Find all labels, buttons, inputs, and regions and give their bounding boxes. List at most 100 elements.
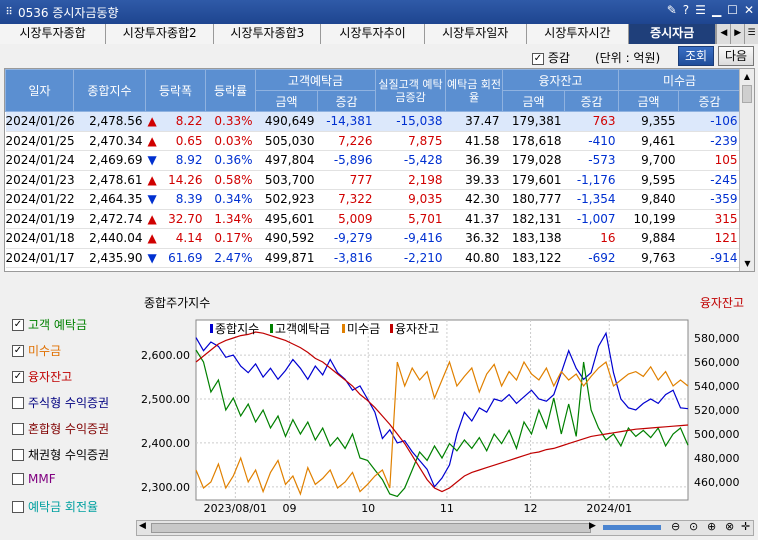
checkbox-checked-icon[interactable]: ✓: [12, 318, 24, 331]
tab-market-summary2[interactable]: 시장투자종합2: [106, 24, 215, 44]
chart-scroll-thumb[interactable]: [151, 523, 591, 533]
cell-unpaid: 9,355: [618, 111, 679, 132]
cell-loan: 183,122: [502, 248, 565, 268]
table-row[interactable]: 2024/01/23 2,478.61 ▲ 14.26 0.58% 503,700 777 2…: [5, 170, 741, 190]
series-toggle-item[interactable]: 주식형 수익증권: [12, 394, 109, 411]
help-icon[interactable]: ?: [682, 3, 690, 17]
zoom-out-icon[interactable]: ⊖: [671, 520, 681, 533]
tab-market-time[interactable]: 시장투자시간: [526, 24, 630, 44]
col-loan[interactable]: 융자잔고: [502, 69, 620, 91]
series-toggle-item[interactable]: 혼합형 수익증권: [12, 420, 109, 437]
cell-deposit-delta: 777: [317, 170, 376, 190]
cell-index: 2,469.69: [73, 150, 146, 171]
tab-list-icon[interactable]: ☰: [744, 24, 758, 44]
zoom-fit-icon[interactable]: ⊗: [725, 520, 735, 533]
checkbox-icon[interactable]: [12, 422, 24, 435]
table-row[interactable]: 2024/01/24 2,469.69 ▼ 8.92 0.36% 497,804 -5,89…: [5, 150, 741, 171]
tab-market-summary[interactable]: 시장투자종합: [0, 24, 107, 44]
minimize-icon[interactable]: ▁: [711, 3, 722, 17]
tab-market-summary3[interactable]: 시장투자종합3: [214, 24, 322, 44]
table-row[interactable]: 2024/01/25 2,470.34 ▲ 0.65 0.03% 505,030 7,226…: [5, 131, 741, 151]
crosshair-icon[interactable]: ✛: [741, 520, 751, 533]
col-real-deposit[interactable]: 실질고객 예탁금증감: [375, 69, 447, 112]
col-deposit-amount[interactable]: 금액: [255, 90, 318, 112]
col-unpaid-amount[interactable]: 금액: [618, 90, 680, 112]
scroll-up-icon[interactable]: ▲: [743, 72, 751, 81]
close-icon[interactable]: ✕: [743, 3, 754, 17]
col-rate[interactable]: 등락률: [205, 69, 256, 112]
legend-label: 고객예탁금: [275, 322, 330, 336]
col-deposit[interactable]: 고객예탁금: [254, 69, 377, 91]
series-toggle-item[interactable]: ✓ 고객 예탁금: [12, 316, 87, 333]
scroll-down-icon[interactable]: ▼: [744, 259, 751, 268]
tab-stock-funds[interactable]: 증시자금: [629, 24, 717, 44]
pin-icon[interactable]: ✎: [666, 3, 677, 17]
cell-date: 2024/01/26: [5, 111, 75, 132]
chart-title: 종합주가지수: [144, 296, 211, 310]
tab-prev-icon[interactable]: ◀: [716, 24, 731, 44]
tab-next-icon[interactable]: ▶: [730, 24, 745, 44]
cell-loan-delta: -1,354: [564, 189, 619, 210]
cell-unpaid-delta: -239: [678, 131, 741, 151]
series-toggle-item[interactable]: 채권형 수익증권: [12, 446, 109, 463]
cell-change: ▲ 0.65: [145, 131, 206, 151]
series-toggle-item[interactable]: ✓ 미수금: [12, 342, 61, 359]
grip-icon[interactable]: ⠿: [5, 6, 13, 18]
col-loan-delta[interactable]: 증감: [564, 90, 620, 112]
col-index[interactable]: 종합지수: [73, 69, 146, 112]
checkbox-checked-icon[interactable]: ✓: [12, 344, 24, 357]
col-change[interactable]: 등락폭: [145, 69, 206, 112]
table-scrollbar[interactable]: ▲ ▼: [739, 69, 754, 271]
cell-date: 2024/01/23: [5, 170, 75, 190]
cell-loan: 182,131: [502, 209, 565, 229]
zoom-in-icon[interactable]: ⊕: [707, 520, 717, 533]
query-button[interactable]: 조회: [678, 46, 714, 66]
menu-icon[interactable]: ☰: [695, 3, 706, 17]
cell-deposit: 499,871: [255, 248, 318, 268]
series-toggle-item[interactable]: 예탁금 회전율: [12, 498, 98, 515]
cell-index: 2,470.34: [73, 131, 146, 151]
x-tick-label: 12: [524, 502, 538, 515]
x-tick-label: 09: [282, 502, 296, 515]
line-chart[interactable]: 2,600.00 2,500.00 2,400.00 2,300.00 580,000 5…: [132, 312, 754, 520]
table-row[interactable]: 2024/01/26 2,478.56 ▲ 8.22 0.33% 490,649 -14,3…: [5, 111, 741, 132]
col-date[interactable]: 일자: [5, 69, 74, 112]
chart-scroll-bar[interactable]: ◀ ▶ ⊖ ⊙ ⊕ ⊗ ✛: [136, 520, 754, 536]
series-toggle-item[interactable]: MMF: [12, 472, 56, 486]
col-deposit-delta[interactable]: 증감: [316, 90, 377, 112]
cell-unpaid: 9,763: [618, 248, 679, 268]
checkbox-checked-icon[interactable]: ✓: [532, 52, 544, 65]
checkbox-checked-icon[interactable]: ✓: [12, 370, 24, 383]
cell-index: 2,435.90: [73, 248, 146, 268]
cell-rate: 0.03%: [205, 131, 256, 151]
zoom-slider[interactable]: [603, 525, 661, 530]
change-checkbox[interactable]: ✓ 증감: [532, 49, 570, 66]
chart-scroll-right-icon[interactable]: ▶: [589, 521, 596, 531]
table-row[interactable]: 2024/01/22 2,464.35 ▼ 8.39 0.34% 502,923 7,322…: [5, 189, 741, 210]
col-unpaid-delta[interactable]: 증감: [678, 90, 742, 112]
chart-scroll-left-icon[interactable]: ◀: [139, 521, 146, 531]
cell-loan: 183,138: [502, 228, 565, 249]
next-button[interactable]: 다음: [718, 46, 754, 66]
table-row[interactable]: 2024/01/19 2,472.74 ▲ 32.70 1.34% 495,601 5,00…: [5, 209, 741, 229]
col-loan-amount[interactable]: 금액: [502, 90, 566, 112]
scroll-thumb[interactable]: [742, 85, 752, 103]
checkbox-icon[interactable]: [12, 500, 24, 513]
checkbox-icon[interactable]: [12, 473, 24, 485]
cell-change-value: 0.65: [175, 133, 203, 148]
series-toggle-item[interactable]: ✓ 융자잔고: [12, 368, 72, 385]
table-row[interactable]: 2024/01/162,497.59▼28.401.12%503,687-15,…: [5, 267, 741, 271]
checkbox-icon[interactable]: [12, 448, 24, 461]
zoom-reset-icon[interactable]: ⊙: [689, 520, 699, 533]
table-row[interactable]: 2024/01/17 2,435.90 ▼ 61.69 2.47% 499,871 -3,8…: [5, 248, 741, 268]
maximize-icon[interactable]: ☐: [727, 3, 738, 17]
table-row[interactable]: 2024/01/18 2,440.04 ▲ 4.14 0.17% 490,592 -9,27…: [5, 228, 741, 249]
col-turnover[interactable]: 예탁금 회전율: [445, 69, 504, 112]
cell-deposit-delta: -15,586: [317, 267, 376, 271]
tab-market-date[interactable]: 시장투자일자: [424, 24, 527, 44]
checkbox-icon[interactable]: [12, 396, 24, 409]
cell-turnover: 36.25: [445, 267, 503, 271]
col-unpaid[interactable]: 미수금: [618, 69, 742, 91]
tab-market-trend[interactable]: 시장투자추이: [321, 24, 425, 44]
